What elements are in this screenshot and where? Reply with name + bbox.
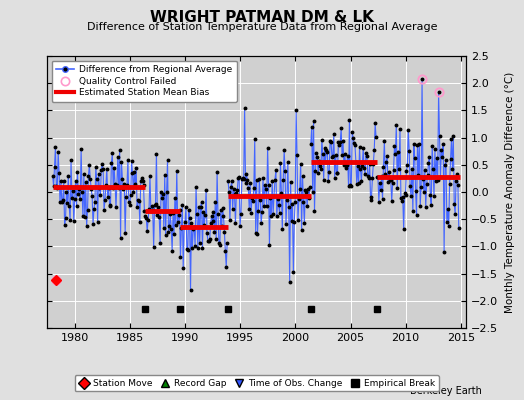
Y-axis label: Monthly Temperature Anomaly Difference (°C): Monthly Temperature Anomaly Difference (… [505, 71, 515, 313]
Legend: Station Move, Record Gap, Time of Obs. Change, Empirical Break: Station Move, Record Gap, Time of Obs. C… [75, 375, 439, 392]
Text: WRIGHT PATMAN DM & LK: WRIGHT PATMAN DM & LK [150, 10, 374, 25]
Legend: Difference from Regional Average, Quality Control Failed, Estimated Station Mean: Difference from Regional Average, Qualit… [52, 60, 236, 102]
Text: Difference of Station Temperature Data from Regional Average: Difference of Station Temperature Data f… [87, 22, 437, 32]
Text: Berkeley Earth: Berkeley Earth [410, 386, 482, 396]
